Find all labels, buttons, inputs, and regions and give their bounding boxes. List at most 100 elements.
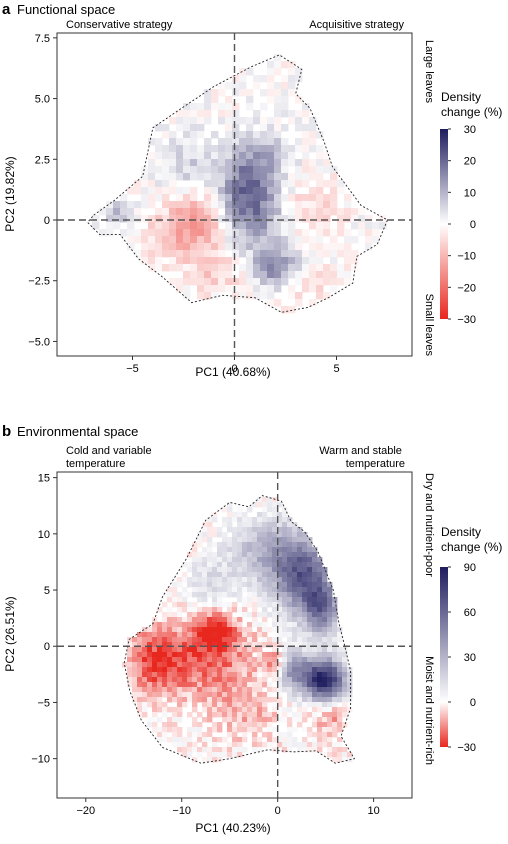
heatmap-cell-b xyxy=(297,687,303,693)
heatmap-cell-b xyxy=(322,582,328,588)
heatmap-cell-a xyxy=(239,201,247,209)
heatmap-cell-a xyxy=(225,285,233,293)
heatmap-cell-b xyxy=(307,702,313,708)
heatmap-cell-b xyxy=(192,612,198,618)
heatmap-cell-a xyxy=(260,89,268,97)
heatmap-cell-b xyxy=(287,732,293,738)
heatmap-cell-b xyxy=(347,752,353,758)
heatmap-cell-a xyxy=(281,243,289,251)
heatmap-cell-b xyxy=(252,617,258,623)
heatmap-cell-b xyxy=(227,667,233,673)
heatmap-cell-b xyxy=(322,652,328,658)
heatmap-cell-a xyxy=(169,264,177,272)
heatmap-cell-b xyxy=(147,672,153,678)
heatmap-cell-a xyxy=(253,229,261,237)
heatmap-cell-b xyxy=(197,537,203,543)
heatmap-cell-b xyxy=(237,627,243,633)
heatmap-cell-b xyxy=(172,657,178,663)
heatmap-cell-b xyxy=(247,717,253,723)
heatmap-cell-b xyxy=(227,692,233,698)
heatmap-cell-a xyxy=(295,138,303,146)
heatmap-cell-b xyxy=(317,672,323,678)
heatmap-cell-b xyxy=(162,662,168,668)
heatmap-cell-a xyxy=(197,292,205,300)
heatmap-cell-a xyxy=(260,243,268,251)
heatmap-cell-b xyxy=(282,712,288,718)
heatmap-cell-b xyxy=(132,667,138,673)
heatmap-cell-b xyxy=(187,667,193,673)
heatmap-cell-b xyxy=(277,602,283,608)
heatmap-cell-a xyxy=(302,229,310,237)
heatmap-cell-b xyxy=(227,562,233,568)
heatmap-cell-a xyxy=(211,292,219,300)
heatmap-cell-b xyxy=(207,752,213,758)
y-tick-label-a: −2.5 xyxy=(28,276,50,288)
heatmap-cell-b xyxy=(207,567,213,573)
heatmap-cell-b xyxy=(277,617,283,623)
heatmap-cell-a xyxy=(323,152,331,160)
heatmap-cell-b xyxy=(267,547,273,553)
heatmap-cell-b xyxy=(252,702,258,708)
heatmap-cell-a xyxy=(274,152,282,160)
heatmap-cell-a xyxy=(253,180,261,188)
heatmap-cell-a xyxy=(260,208,268,216)
heatmap-cell-b xyxy=(317,732,323,738)
heatmap-cell-b xyxy=(182,597,188,603)
heatmap-cell-b xyxy=(277,737,283,743)
heatmap-cell-b xyxy=(192,617,198,623)
heatmap-cell-b xyxy=(307,592,313,598)
heatmap-cell-a xyxy=(225,208,233,216)
heatmap-cell-b xyxy=(147,647,153,653)
heatmap-cell-b xyxy=(317,747,323,753)
heatmap-cell-b xyxy=(147,687,153,693)
heatmap-cell-b xyxy=(182,697,188,703)
heatmap-cell-b xyxy=(322,642,328,648)
y-tick-label-b: −5 xyxy=(37,697,50,709)
heatmap-cell-b xyxy=(217,527,223,533)
heatmap-cell-a xyxy=(253,75,261,83)
heatmap-cell-b xyxy=(332,697,338,703)
heatmap-cell-b xyxy=(167,737,173,743)
heatmap-cell-b xyxy=(227,507,233,513)
heatmap-cell-b xyxy=(337,662,343,668)
heatmap-cell-b xyxy=(167,622,173,628)
heatmap-cell-b xyxy=(192,662,198,668)
heatmap-cell-a xyxy=(211,159,219,167)
heatmap-cell-b xyxy=(247,592,253,598)
heatmap-cell-b xyxy=(322,602,328,608)
heatmap-cell-b xyxy=(337,722,343,728)
heatmap-cell-b xyxy=(177,707,183,713)
heatmap-cell-b xyxy=(187,647,193,653)
heatmap-cell-b xyxy=(282,737,288,743)
heatmap-cell-b xyxy=(342,702,348,708)
heatmap-cell-b xyxy=(182,627,188,633)
heatmap-cell-a xyxy=(267,131,275,139)
heatmap-cell-a xyxy=(281,138,289,146)
heatmap-cell-b xyxy=(342,747,348,753)
heatmap-cell-b xyxy=(247,667,253,673)
heatmap-cell-b xyxy=(262,672,268,678)
heatmap-cell-b xyxy=(197,617,203,623)
heatmap-cell-a xyxy=(176,208,184,216)
heatmap-cell-b xyxy=(292,687,298,693)
heatmap-cell-b xyxy=(302,677,308,683)
heatmap-cell-a xyxy=(169,138,177,146)
heatmap-cell-b xyxy=(192,552,198,558)
heatmap-cell-a xyxy=(197,131,205,139)
heatmap-cell-b xyxy=(267,652,273,658)
heatmap-cell-b xyxy=(332,637,338,643)
heatmap-cell-a xyxy=(246,138,254,146)
heatmap-cell-a xyxy=(232,229,240,237)
heatmap-cell-b xyxy=(297,612,303,618)
heatmap-cell-b xyxy=(207,642,213,648)
heatmap-cell-b xyxy=(172,732,178,738)
heatmap-cell-a xyxy=(204,215,212,223)
heatmap-cell-a xyxy=(204,173,212,181)
heatmap-cell-b xyxy=(172,627,178,633)
heatmap-cell-b xyxy=(257,642,263,648)
heatmap-cell-b xyxy=(267,602,273,608)
heatmap-cell-b xyxy=(327,692,333,698)
heatmap-cell-b xyxy=(177,702,183,708)
heatmap-cell-b xyxy=(247,517,253,523)
heatmap-cell-a xyxy=(246,131,254,139)
